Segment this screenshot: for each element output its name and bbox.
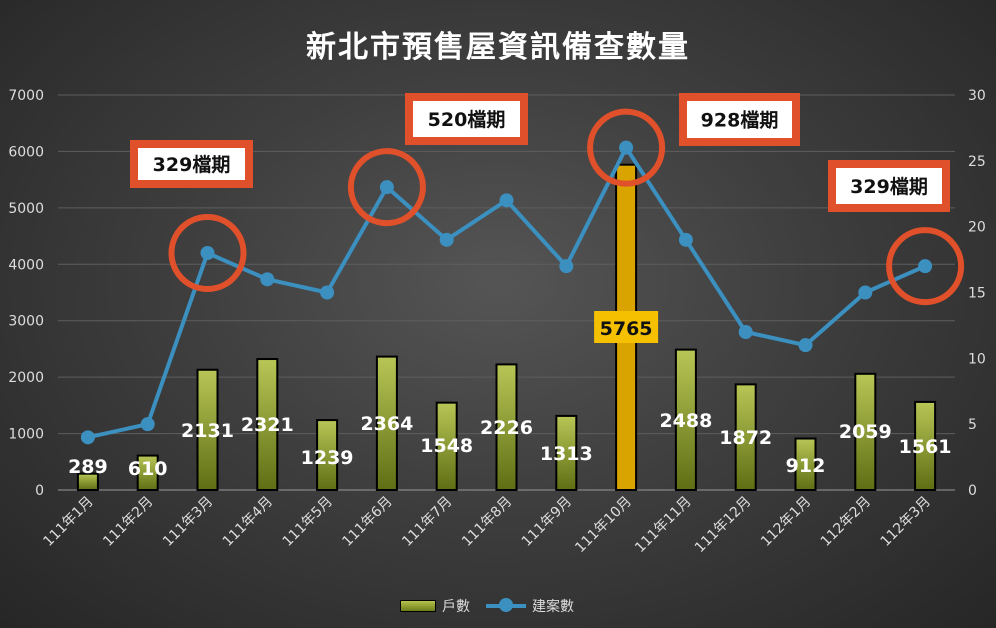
chart-title: 新北市預售屋資訊備查數量 [306,30,690,65]
line-point [738,325,753,339]
line-point [260,272,275,287]
annotation-box [828,160,950,212]
annotation-label: 928檔期 [701,109,779,132]
legend-line-swatch [486,598,526,612]
line-point [798,338,813,353]
category-label: 111年5月 [280,494,336,550]
data-label: 1239 [301,447,354,469]
right-tick-label: 30 [968,88,986,104]
category-label: 111年4月 [220,494,276,550]
left-tick-label: 6000 [8,144,44,160]
category-label: 112年1月 [758,494,814,550]
data-label: 5765 [600,318,653,340]
line-point [200,246,215,260]
data-label: 610 [128,458,168,480]
data-label: 289 [68,456,108,478]
category-label: 112年2月 [818,494,874,550]
line-point [918,259,933,274]
right-tick-label: 0 [968,483,977,499]
bar [196,368,219,491]
annotation-circle [347,148,426,227]
line-point [80,430,95,445]
bar [914,400,937,492]
left-tick-label: 3000 [8,314,44,330]
left-tick-label: 1000 [8,427,44,443]
legend-label-line: 建案數 [532,599,574,615]
right-tick-label: 15 [968,286,986,302]
legend: 戶數 建案數 [400,596,574,616]
line-point [140,417,155,432]
category-label: 111年11月 [632,494,695,557]
data-label: 2321 [241,414,294,436]
bar [375,355,398,491]
data-label: 1872 [719,427,772,449]
bar [435,401,458,491]
data-label: 1313 [540,443,593,465]
line-point [559,259,574,274]
annotation-label: 329檔期 [850,175,928,198]
annotation-box [679,93,800,146]
right-tick-label: 5 [968,417,977,433]
category-label: 111年6月 [339,494,395,550]
bar [794,437,817,491]
line-point [439,232,454,247]
category-label: 111年3月 [160,494,216,550]
category-label: 111年1月 [40,494,96,550]
annotation-label: 329檔期 [153,153,231,176]
left-tick-label: 0 [35,483,44,499]
category-label: 111年2月 [100,494,156,550]
category-label: 111年7月 [399,494,455,550]
data-label: 2131 [181,420,234,442]
right-tick-label: 25 [968,154,986,170]
bar [256,358,279,492]
annotation-label: 520檔期 [428,108,506,131]
data-label: 2226 [480,417,533,439]
bar [495,363,518,492]
data-label: 2059 [839,421,892,443]
bar [76,472,99,491]
legend-label-bar: 戶數 [442,599,470,615]
data-label: 2488 [659,410,712,432]
annotation-circle [886,227,965,306]
data-label: 1548 [420,435,473,457]
line-point [320,285,335,300]
data-label: 912 [786,455,826,477]
annotation-circle [168,214,247,292]
data-label-box [594,311,659,343]
line-point [678,232,693,247]
legend-bar-swatch [400,600,436,612]
right-tick-label: 20 [968,220,986,236]
bar [555,414,578,491]
annotation-box [130,140,253,188]
category-label: 111年12月 [692,494,755,557]
bar [674,348,697,491]
data-label: 1561 [899,436,952,458]
annotation-box [405,93,528,145]
right-tick-label: 10 [968,351,986,367]
category-label: 112年3月 [878,494,934,550]
category-label: 111年10月 [572,494,635,557]
category-label: 111年9月 [519,494,575,550]
line-point [858,285,873,300]
bar [734,383,757,492]
data-label: 2364 [360,413,413,435]
annotation-circle [587,108,666,187]
bar [316,419,339,491]
line-point [499,193,514,208]
left-tick-label: 7000 [8,88,44,104]
bar [854,372,877,491]
left-tick-label: 5000 [8,201,44,217]
line-point [619,140,634,155]
left-tick-label: 2000 [8,370,44,386]
line-point [379,180,394,195]
bar [136,454,159,492]
category-label: 111年8月 [459,494,515,550]
left-tick-label: 4000 [8,257,44,273]
